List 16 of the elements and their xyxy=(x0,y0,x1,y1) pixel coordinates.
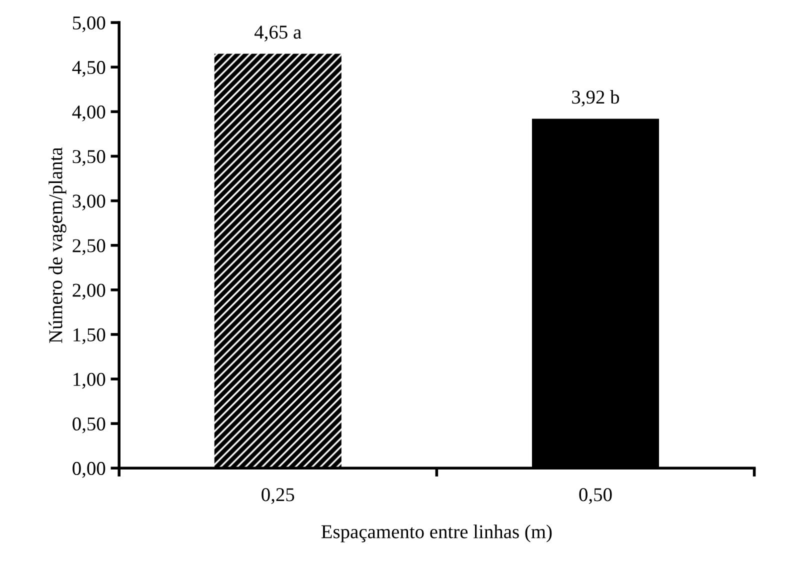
y-tick-label: 2,50 xyxy=(72,239,106,256)
y-tick-label: 0,00 xyxy=(72,462,106,478)
data-label: 3,92 b xyxy=(572,90,620,107)
y-tick-label: 1,00 xyxy=(74,372,106,389)
x-tick-label: 0,25 xyxy=(262,488,294,504)
y-tick-label: 2,00 xyxy=(72,284,106,300)
y-tick-label: 0,50 xyxy=(72,417,106,434)
y-axis-title: Número de vagem/planta xyxy=(48,147,66,344)
y-tick-label: 3,00 xyxy=(72,194,106,211)
x-axis-title: Espaçamento entre linhas (m) xyxy=(321,524,552,542)
y-tick-label: 1,50 xyxy=(74,328,106,344)
data-label: 4,65 a xyxy=(254,26,302,42)
y-tick-label: 4,00 xyxy=(72,105,106,122)
y-tick-label: 5,00 xyxy=(73,16,106,32)
y-tick-label: 3,50 xyxy=(72,150,106,166)
y-tick-label: 4,50 xyxy=(72,60,106,77)
